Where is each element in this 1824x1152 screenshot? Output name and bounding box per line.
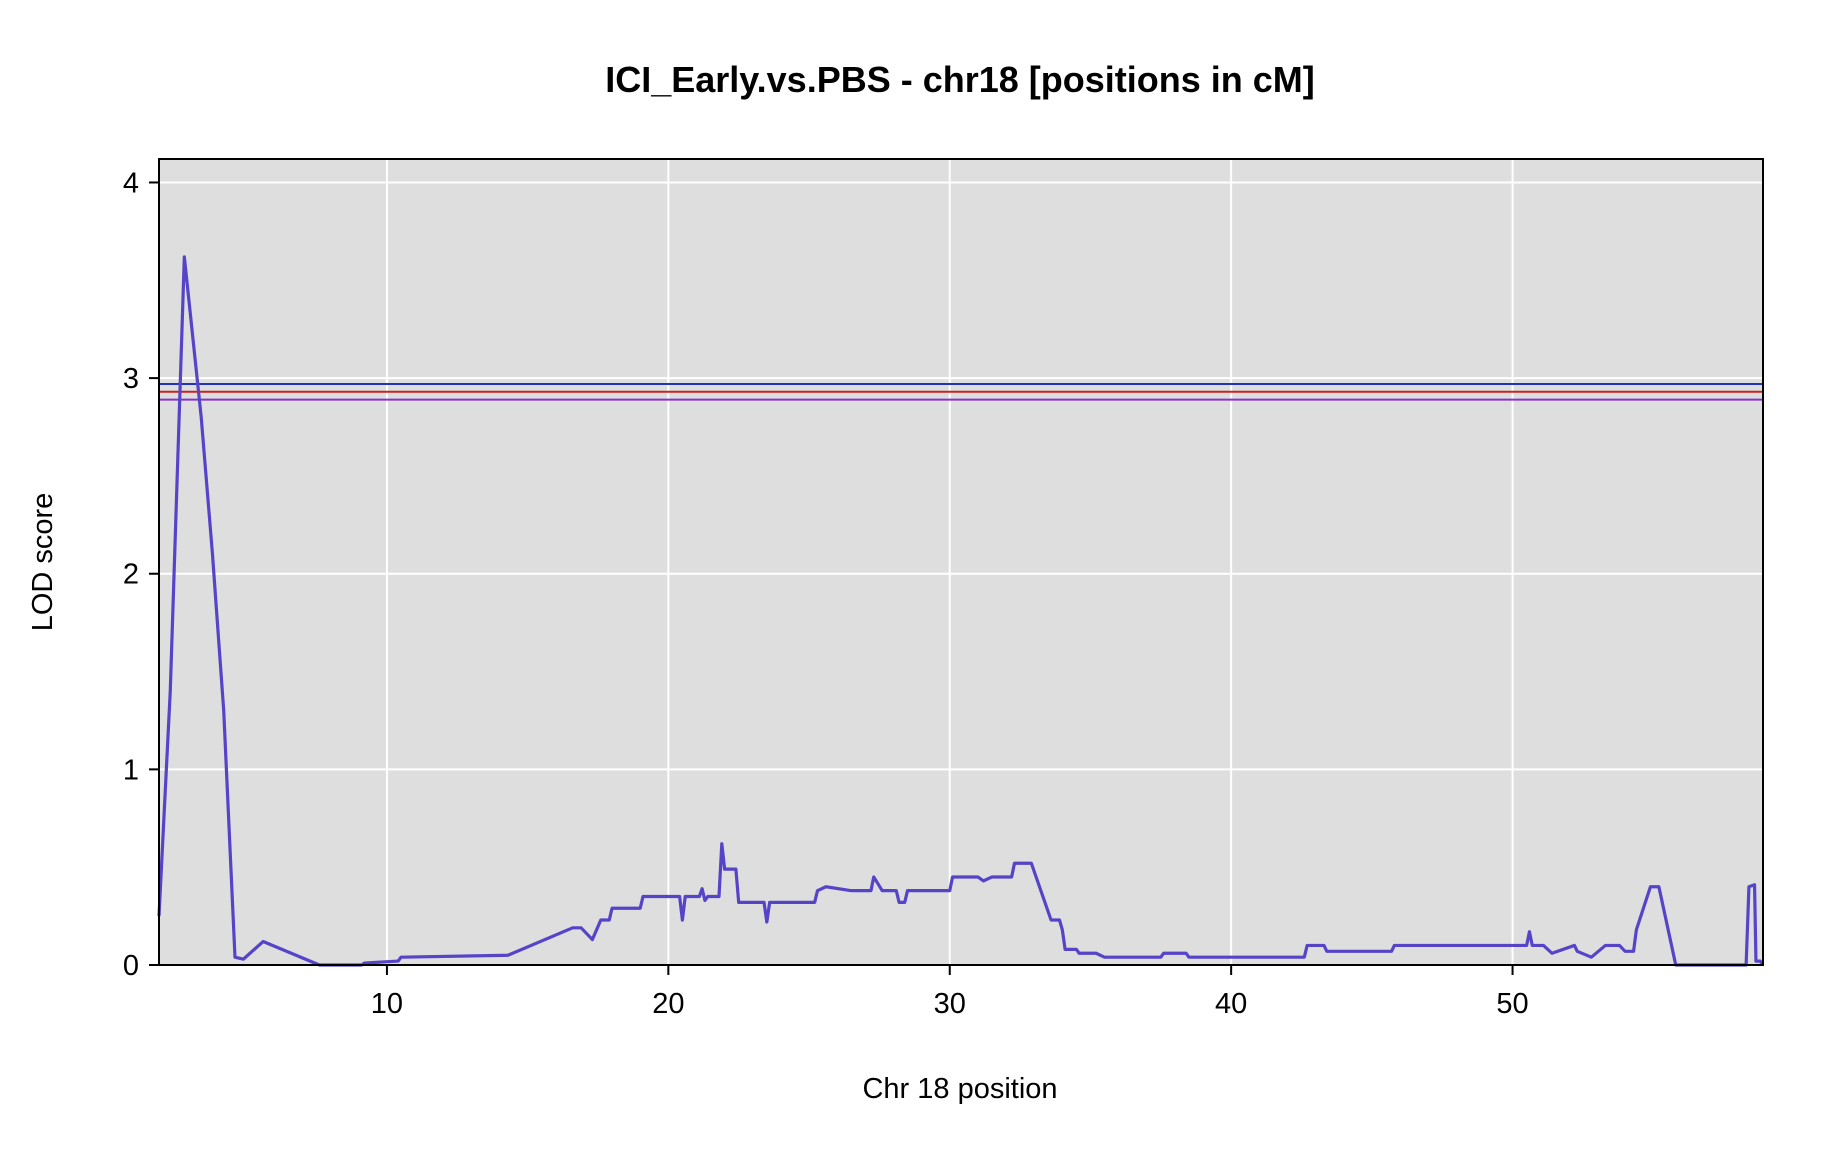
series-line-0 — [157, 255, 1765, 967]
x-tick-label-2: 30 — [934, 988, 966, 1020]
grid — [159, 159, 1763, 965]
x-tick-label-1: 20 — [652, 988, 684, 1020]
plot-border — [158, 158, 1764, 966]
y-tick-label-3: 3 — [123, 363, 139, 395]
y-axis-ticks: 0 1 2 3 4 — [123, 167, 159, 982]
x-tick-label-3: 40 — [1215, 988, 1247, 1020]
y-axis-label: LOD score — [27, 493, 59, 632]
y-tick-label-2: 2 — [123, 559, 139, 591]
series-group — [157, 255, 1765, 967]
threshold-lines — [159, 382, 1763, 401]
x-axis-ticks: 10 20 30 40 50 — [371, 965, 1529, 1020]
x-tick-label-4: 50 — [1496, 988, 1528, 1020]
x-tick-label-0: 10 — [371, 988, 403, 1020]
y-tick-label-1: 1 — [123, 754, 139, 786]
y-tick-label-0: 0 — [123, 950, 139, 982]
chart-title: ICI_Early.vs.PBS - chr18 [positions in c… — [605, 59, 1315, 100]
y-tick-label-4: 4 — [123, 167, 139, 199]
plot-background — [159, 159, 1763, 965]
x-axis-label: Chr 18 position — [862, 1073, 1057, 1105]
